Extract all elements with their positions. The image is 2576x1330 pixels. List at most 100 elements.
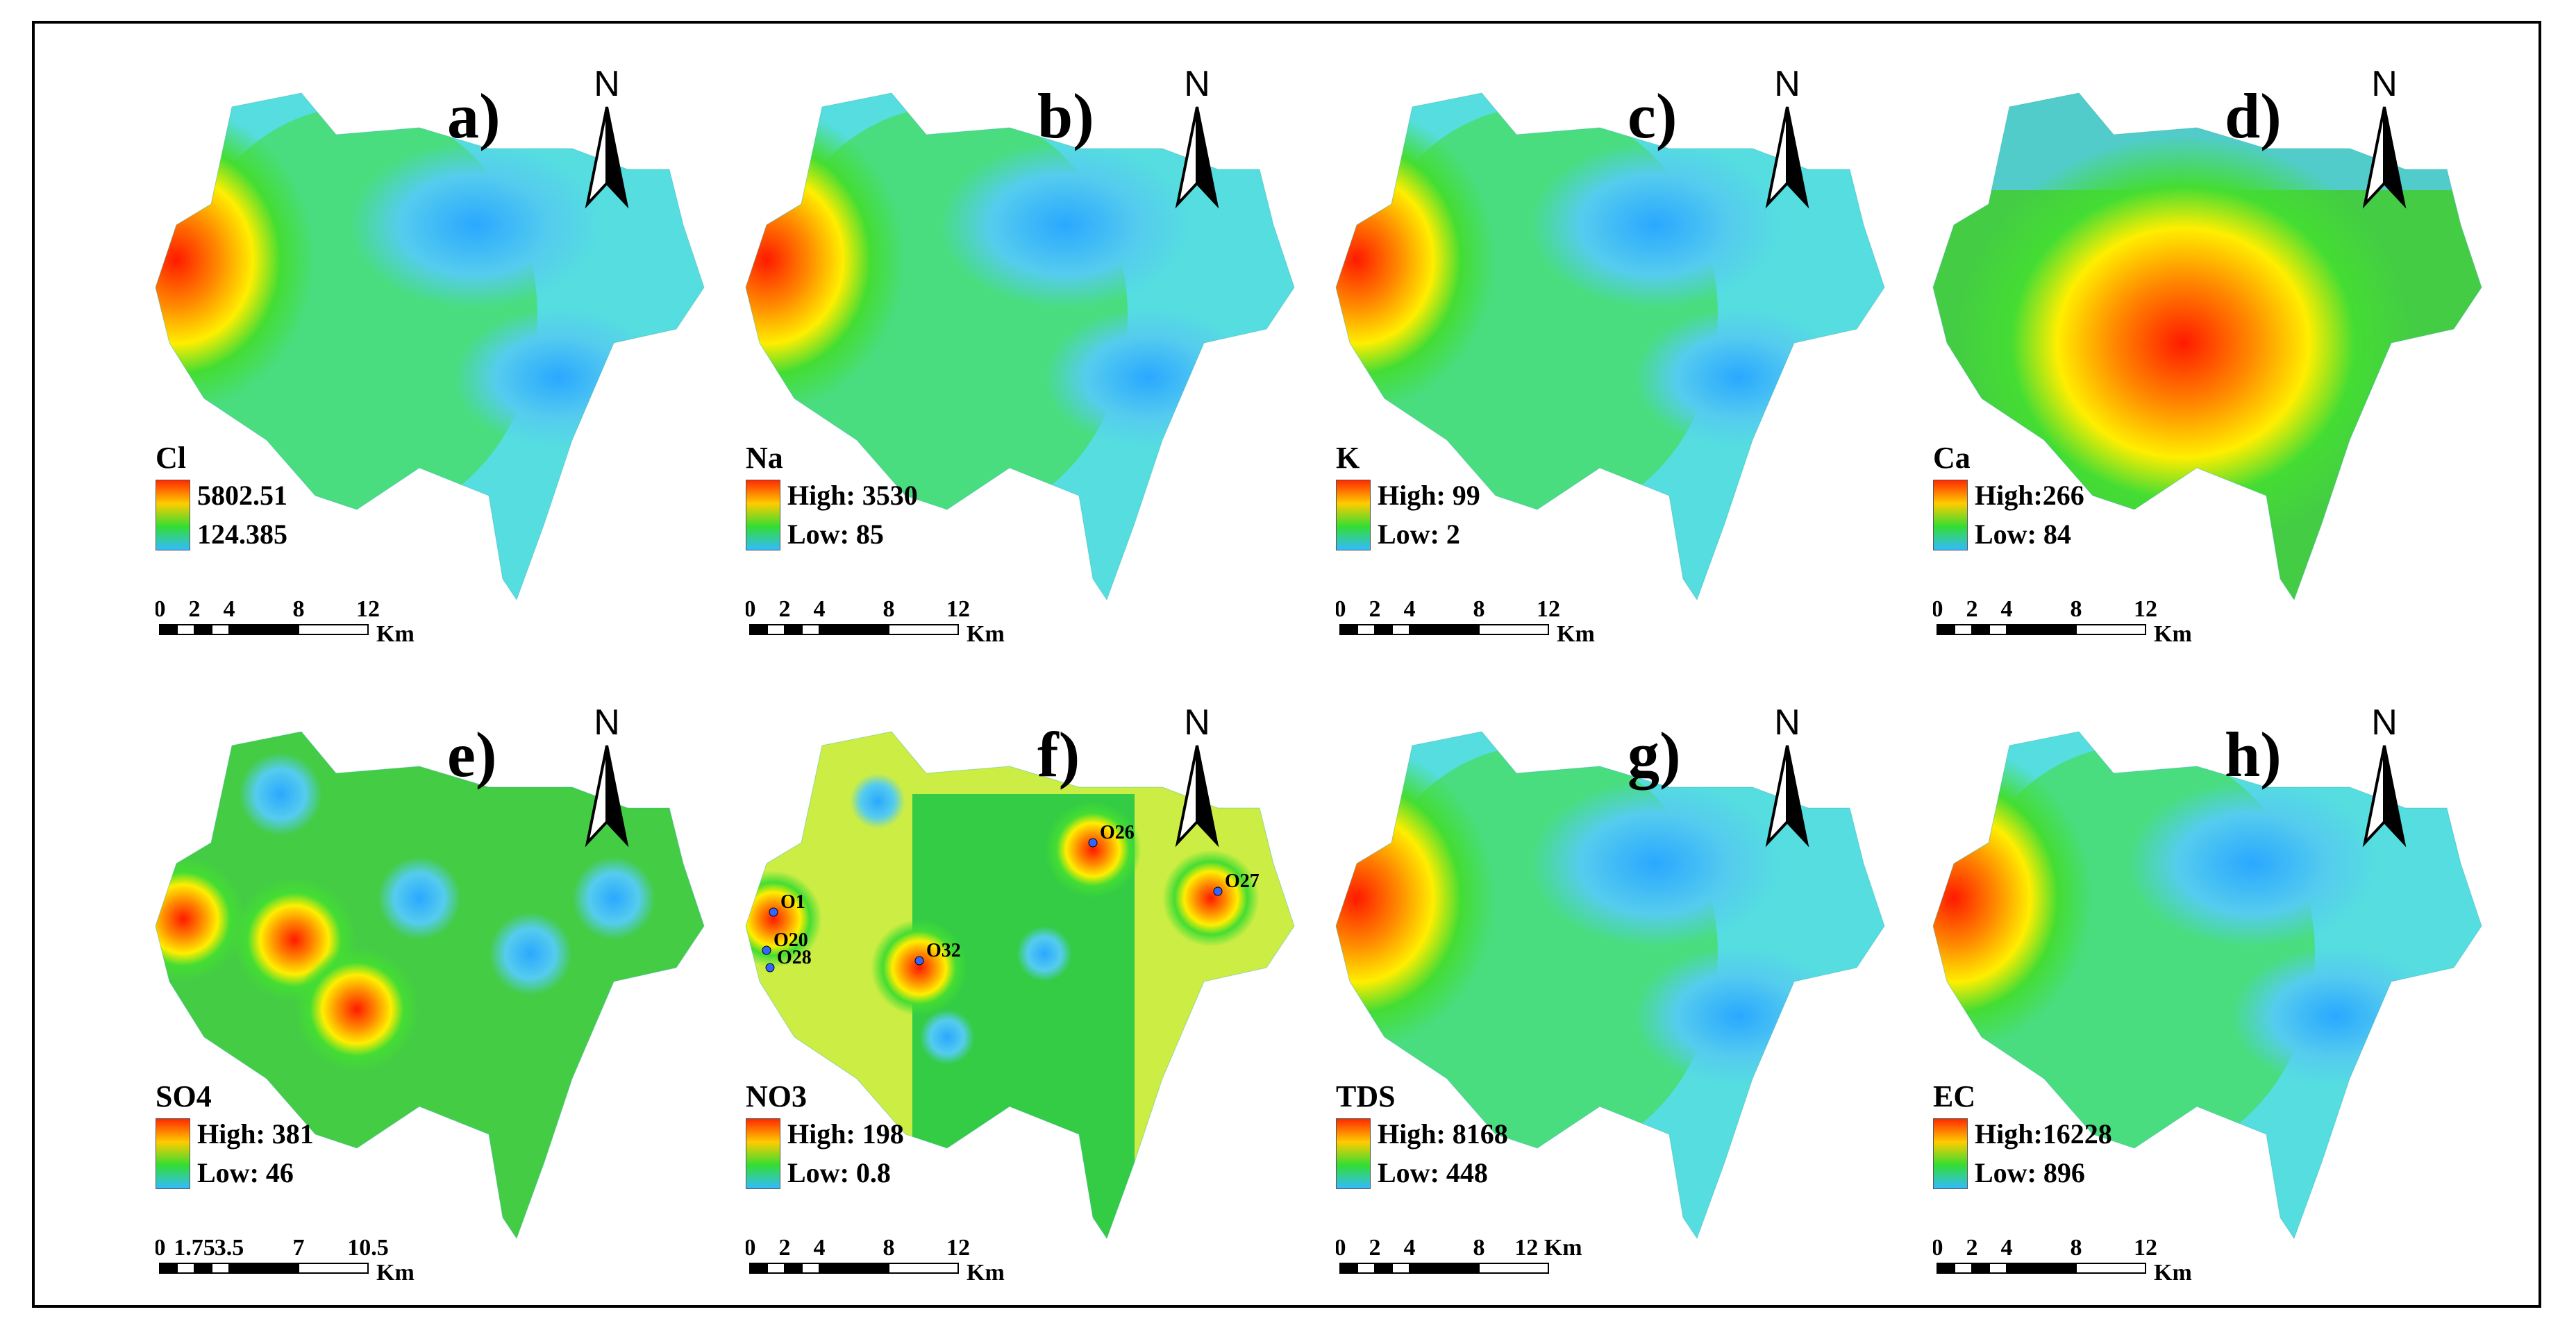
svg-text:8: 8 xyxy=(883,596,895,622)
svg-text:8: 8 xyxy=(1473,1235,1485,1261)
legend-title: NO3 xyxy=(746,1079,807,1113)
svg-text:N: N xyxy=(1774,704,1800,743)
svg-text:4: 4 xyxy=(2001,1235,2013,1261)
panel-label-e: e) xyxy=(447,719,497,790)
legend-low: 124.385 xyxy=(197,519,287,550)
map-surface-g xyxy=(1335,731,1885,1240)
svg-text:2: 2 xyxy=(1369,1235,1381,1261)
legend-low: Low: 46 xyxy=(197,1157,294,1188)
legend-a: Cl 5802.51 124.385 xyxy=(156,440,287,550)
svg-text:Km: Km xyxy=(376,1260,415,1286)
legend-color-ramp xyxy=(1933,480,1968,550)
legend-color-ramp xyxy=(746,480,780,550)
panel-label-g: g) xyxy=(1628,719,1681,790)
legend-color-ramp xyxy=(1336,480,1371,550)
north-arrow-icon: N xyxy=(1162,702,1232,860)
svg-text:0: 0 xyxy=(1933,1235,1943,1261)
svg-text:N: N xyxy=(2371,65,2398,104)
svg-text:7: 7 xyxy=(293,1235,305,1261)
map-surface-h xyxy=(1932,731,2482,1240)
svg-text:12 Km: 12 Km xyxy=(1514,1235,1582,1261)
panel-label-a: a) xyxy=(447,81,501,151)
svg-text:12: 12 xyxy=(356,596,380,622)
scale-bar-d: 0 2 4 8 12 Km xyxy=(1932,593,2225,662)
svg-text:8: 8 xyxy=(2071,596,2082,622)
legend-b: Na High: 3530 Low: 85 xyxy=(746,440,918,550)
svg-text:N: N xyxy=(594,704,620,743)
map-surface-c xyxy=(1335,92,1885,601)
svg-text:N: N xyxy=(1184,65,1210,104)
well-marker-O26 xyxy=(1088,838,1098,848)
legend-low: Low: 0.8 xyxy=(787,1157,891,1188)
svg-text:Km: Km xyxy=(967,1260,1005,1286)
map-panel-d: d) N Ca High:266 Low: 84 0 2 4 8 12 Km xyxy=(1905,51,2551,676)
well-label-O28: O28 xyxy=(777,947,812,968)
legend-low: Low: 896 xyxy=(1975,1157,2085,1188)
legend-title: Cl xyxy=(156,441,186,475)
well-label-O1: O1 xyxy=(780,891,805,913)
scale-bar-b: 0 2 4 8 12 Km xyxy=(744,593,1037,662)
svg-text:4: 4 xyxy=(1404,1235,1416,1261)
legend-low: Low: 2 xyxy=(1378,519,1460,550)
svg-text:8: 8 xyxy=(1473,596,1485,622)
svg-text:Km: Km xyxy=(1557,621,1595,647)
legend-title: SO4 xyxy=(156,1079,212,1113)
well-marker-O27 xyxy=(1213,886,1223,896)
north-arrow-icon: N xyxy=(1162,64,1232,221)
svg-text:12: 12 xyxy=(1537,596,1560,622)
svg-text:2: 2 xyxy=(189,596,201,622)
svg-text:2: 2 xyxy=(779,1235,791,1261)
well-label-O26: O26 xyxy=(1100,822,1135,843)
svg-text:2: 2 xyxy=(1966,596,1978,622)
map-panel-f: O1 O20 O28 O32 O26 O27 f) N NO3 High: 198 Low: 0.8… xyxy=(718,690,1364,1315)
legend-title: K xyxy=(1336,441,1360,475)
svg-text:0: 0 xyxy=(1336,1235,1346,1261)
scale-bar-c: 0 2 4 8 12 Km xyxy=(1335,593,1628,662)
north-arrow-icon: N xyxy=(2350,64,2419,221)
svg-text:12: 12 xyxy=(2134,1235,2157,1261)
well-marker-O20 xyxy=(762,945,771,955)
svg-text:8: 8 xyxy=(2071,1235,2082,1261)
svg-text:4: 4 xyxy=(814,1235,826,1261)
legend-e: SO4 High: 381 Low: 46 xyxy=(156,1079,314,1189)
legend-color-ramp xyxy=(156,480,190,550)
svg-text:1.75: 1.75 xyxy=(174,1235,215,1261)
north-arrow-icon: N xyxy=(1753,64,1822,221)
svg-text:0: 0 xyxy=(746,1235,756,1261)
scale-bar-g: 0 2 4 8 12 Km xyxy=(1335,1231,1628,1300)
figure-frame: a) N Cl 5802.51 124.385 0 2 4 8 12 Km b) N Na High: 35… xyxy=(32,21,2541,1308)
north-arrow-icon: N xyxy=(1753,702,1822,860)
legend-high: High:16228 xyxy=(1975,1118,2112,1150)
legend-h: EC High:16228 Low: 896 xyxy=(1933,1079,2112,1189)
svg-text:12: 12 xyxy=(946,1235,970,1261)
map-panel-c: c) N K High: 99 Low: 2 0 2 4 8 12 Km xyxy=(1308,51,1954,676)
svg-text:4: 4 xyxy=(224,596,235,622)
map-surface-b xyxy=(745,92,1295,601)
legend-high: High: 8168 xyxy=(1378,1118,1508,1150)
svg-text:4: 4 xyxy=(1404,596,1416,622)
svg-text:0: 0 xyxy=(1933,596,1943,622)
legend-color-ramp xyxy=(1336,1118,1371,1189)
svg-text:0: 0 xyxy=(156,596,166,622)
scale-bar-e: 0 1.75 3.5 7 10.5 Km xyxy=(154,1231,447,1300)
legend-low: Low: 84 xyxy=(1975,519,2071,550)
panel-label-f: f) xyxy=(1037,719,1080,790)
legend-title: Na xyxy=(746,441,783,475)
svg-text:0: 0 xyxy=(746,596,756,622)
svg-text:2: 2 xyxy=(779,596,791,622)
svg-text:Km: Km xyxy=(376,621,415,647)
legend-high: High: 3530 xyxy=(787,480,918,511)
map-panel-h: h) N EC High:16228 Low: 896 0 2 4 8 12 Km xyxy=(1905,690,2551,1315)
svg-text:8: 8 xyxy=(883,1235,895,1261)
legend-title: Ca xyxy=(1933,441,1971,475)
legend-low: Low: 448 xyxy=(1378,1157,1488,1188)
svg-text:2: 2 xyxy=(1966,1235,1978,1261)
scale-bar-f: 0 2 4 8 12 Km xyxy=(744,1231,1037,1300)
legend-g: TDS High: 8168 Low: 448 xyxy=(1336,1079,1508,1189)
svg-text:3.5: 3.5 xyxy=(215,1235,244,1261)
legend-high: High: 381 xyxy=(197,1118,314,1150)
svg-text:4: 4 xyxy=(2001,596,2013,622)
legend-title: TDS xyxy=(1336,1079,1396,1113)
legend-high: High: 99 xyxy=(1378,480,1480,511)
